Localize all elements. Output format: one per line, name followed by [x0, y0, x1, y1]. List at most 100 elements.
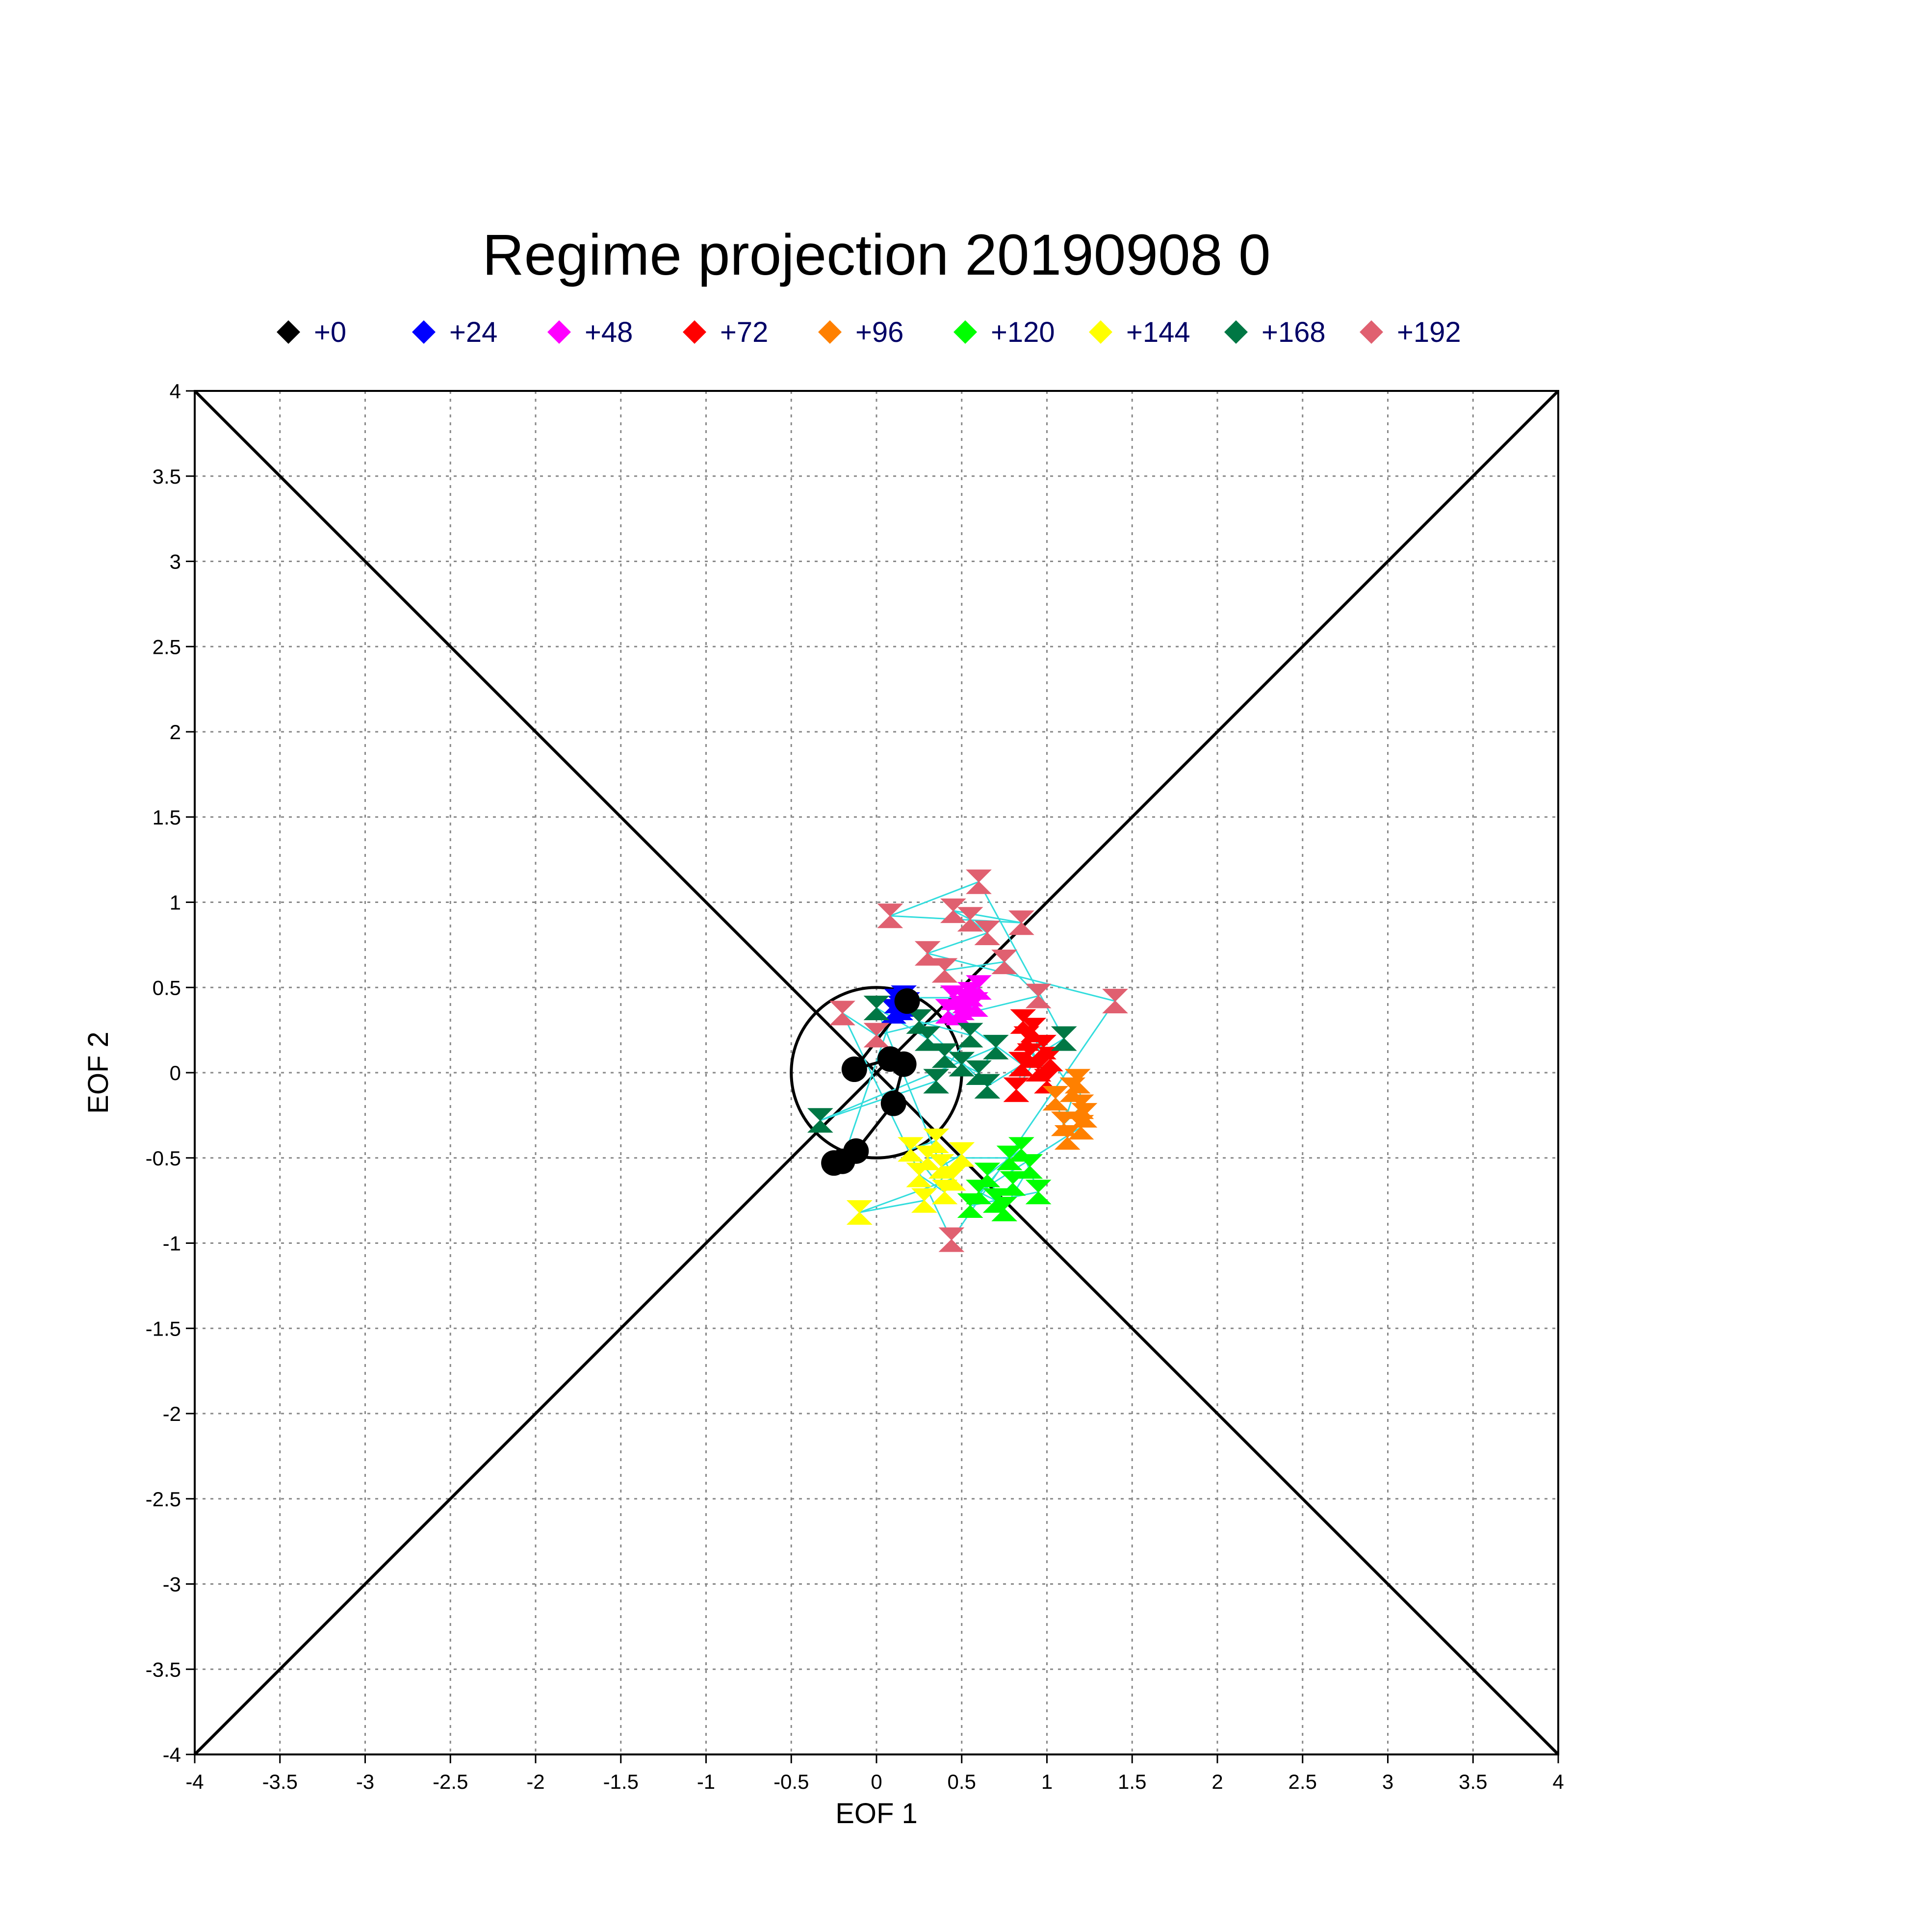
- x-tick-label: 3.5: [1459, 1770, 1487, 1793]
- data-point: [906, 1009, 932, 1034]
- legend-item: +120: [953, 316, 1055, 348]
- legend-label: +48: [585, 316, 633, 348]
- legend-swatch: [547, 320, 571, 344]
- data-point: [1000, 1171, 1026, 1196]
- legend-label: +72: [720, 316, 768, 348]
- reference-diagonal: [193, 389, 1560, 1756]
- y-axis-ticks: 4 3.5 3 2.5 2 1.5 1 0.5 0 -0.5 -1 -1.5 -2 -2.5 -3 -3.5 -…: [146, 380, 195, 1766]
- data-point: [1010, 1009, 1036, 1034]
- x-axis-title: EOF 1: [835, 1798, 918, 1829]
- y-tick-label: 2: [170, 721, 181, 744]
- x-tick-label: -0.5: [773, 1770, 809, 1793]
- legend-item: +192: [1360, 316, 1461, 348]
- y-tick-label: -1.5: [146, 1317, 181, 1340]
- series-plus192: [829, 869, 1128, 1252]
- data-point: [1102, 989, 1128, 1014]
- legend-item: +144: [1089, 316, 1190, 348]
- data-point: [906, 1162, 932, 1187]
- data-point: [1003, 1077, 1030, 1102]
- data-point: [966, 869, 992, 894]
- series-plus96: [1042, 1069, 1098, 1150]
- data-point: [1051, 1026, 1077, 1051]
- legend-label: +0: [314, 316, 346, 348]
- data-point: [991, 950, 1018, 975]
- legend-item: +24: [412, 316, 497, 348]
- legend-swatch: [277, 320, 300, 344]
- data-point: [966, 975, 992, 1000]
- legend-label: +168: [1262, 316, 1326, 348]
- legend-swatch: [1224, 320, 1248, 344]
- y-tick-label: -2: [163, 1402, 181, 1425]
- data-point: [807, 1108, 833, 1133]
- x-tick-label: 2.5: [1288, 1770, 1317, 1793]
- data-point: [1017, 1154, 1043, 1179]
- x-tick-label: 0: [871, 1770, 882, 1793]
- marker-layer: [807, 869, 1128, 1252]
- data-point: [846, 1200, 873, 1225]
- x-tick-label: -1.5: [603, 1770, 639, 1793]
- data-point: [877, 903, 903, 928]
- data-point: [863, 1023, 890, 1048]
- data-point: [863, 995, 890, 1020]
- data-point: [1068, 1115, 1094, 1140]
- y-tick-label: 2.5: [153, 635, 181, 658]
- data-point: [1025, 983, 1052, 1008]
- legend-item: +96: [818, 316, 903, 348]
- data-point: [894, 988, 920, 1014]
- y-tick-label: -2.5: [146, 1488, 181, 1511]
- y-tick-label: -0.5: [146, 1147, 181, 1170]
- data-point: [841, 1056, 867, 1082]
- data-point: [1064, 1069, 1091, 1094]
- legend-swatch: [818, 320, 842, 344]
- series-plus0: [821, 988, 920, 1176]
- x-tick-label: -2: [526, 1770, 544, 1793]
- x-tick-label: -1: [697, 1770, 715, 1793]
- data-point: [931, 1043, 958, 1068]
- series-plus48: [935, 975, 992, 1026]
- data-point: [911, 1188, 937, 1213]
- data-point: [974, 1074, 1001, 1099]
- data-point: [928, 1154, 954, 1179]
- y-tick-label: -4: [163, 1743, 181, 1766]
- data-point: [982, 1034, 1009, 1059]
- data-point: [1042, 1086, 1069, 1111]
- y-tick-label: 4: [170, 380, 181, 403]
- x-tick-label: -3: [356, 1770, 374, 1793]
- y-tick-label: 0.5: [153, 976, 181, 999]
- x-tick-label: 1: [1041, 1770, 1053, 1793]
- data-point: [1037, 1047, 1063, 1072]
- legend-item: +168: [1224, 316, 1326, 348]
- y-tick-label: -3.5: [146, 1658, 181, 1681]
- x-tick-label: -4: [185, 1770, 204, 1793]
- chart-title: Regime projection 20190908 0: [482, 223, 1270, 287]
- legend-label: +96: [855, 316, 903, 348]
- y-tick-label: 3.5: [153, 465, 181, 488]
- legend-item: +72: [683, 316, 768, 348]
- series-plus168: [807, 995, 1077, 1133]
- data-point: [974, 1162, 1001, 1187]
- legend-label: +120: [991, 316, 1055, 348]
- x-tick-label: 0.5: [948, 1770, 976, 1793]
- legend: +0 +24 +48 +72 +96 +120 +144 +168 +192: [277, 316, 1461, 348]
- y-tick-label: 1: [170, 891, 181, 914]
- data-point: [829, 1148, 855, 1174]
- data-point: [898, 1137, 924, 1162]
- x-tick-label: -2.5: [433, 1770, 468, 1793]
- y-axis-title: EOF 2: [82, 1031, 114, 1114]
- data-point: [829, 1001, 855, 1026]
- y-tick-label: -1: [163, 1232, 181, 1255]
- data-point: [891, 1051, 917, 1077]
- data-point: [1008, 910, 1034, 935]
- x-tick-label: -3.5: [262, 1770, 298, 1793]
- data-point: [991, 1197, 1018, 1221]
- x-tick-label: 4: [1552, 1770, 1564, 1793]
- legend-label: +192: [1397, 316, 1461, 348]
- data-point: [938, 1227, 965, 1252]
- legend-label: +24: [449, 316, 497, 348]
- x-tick-label: 1.5: [1118, 1770, 1146, 1793]
- data-point: [931, 958, 958, 983]
- y-tick-label: 3: [170, 550, 181, 573]
- legend-item: +0: [277, 316, 346, 348]
- series-plus144: [846, 1129, 975, 1225]
